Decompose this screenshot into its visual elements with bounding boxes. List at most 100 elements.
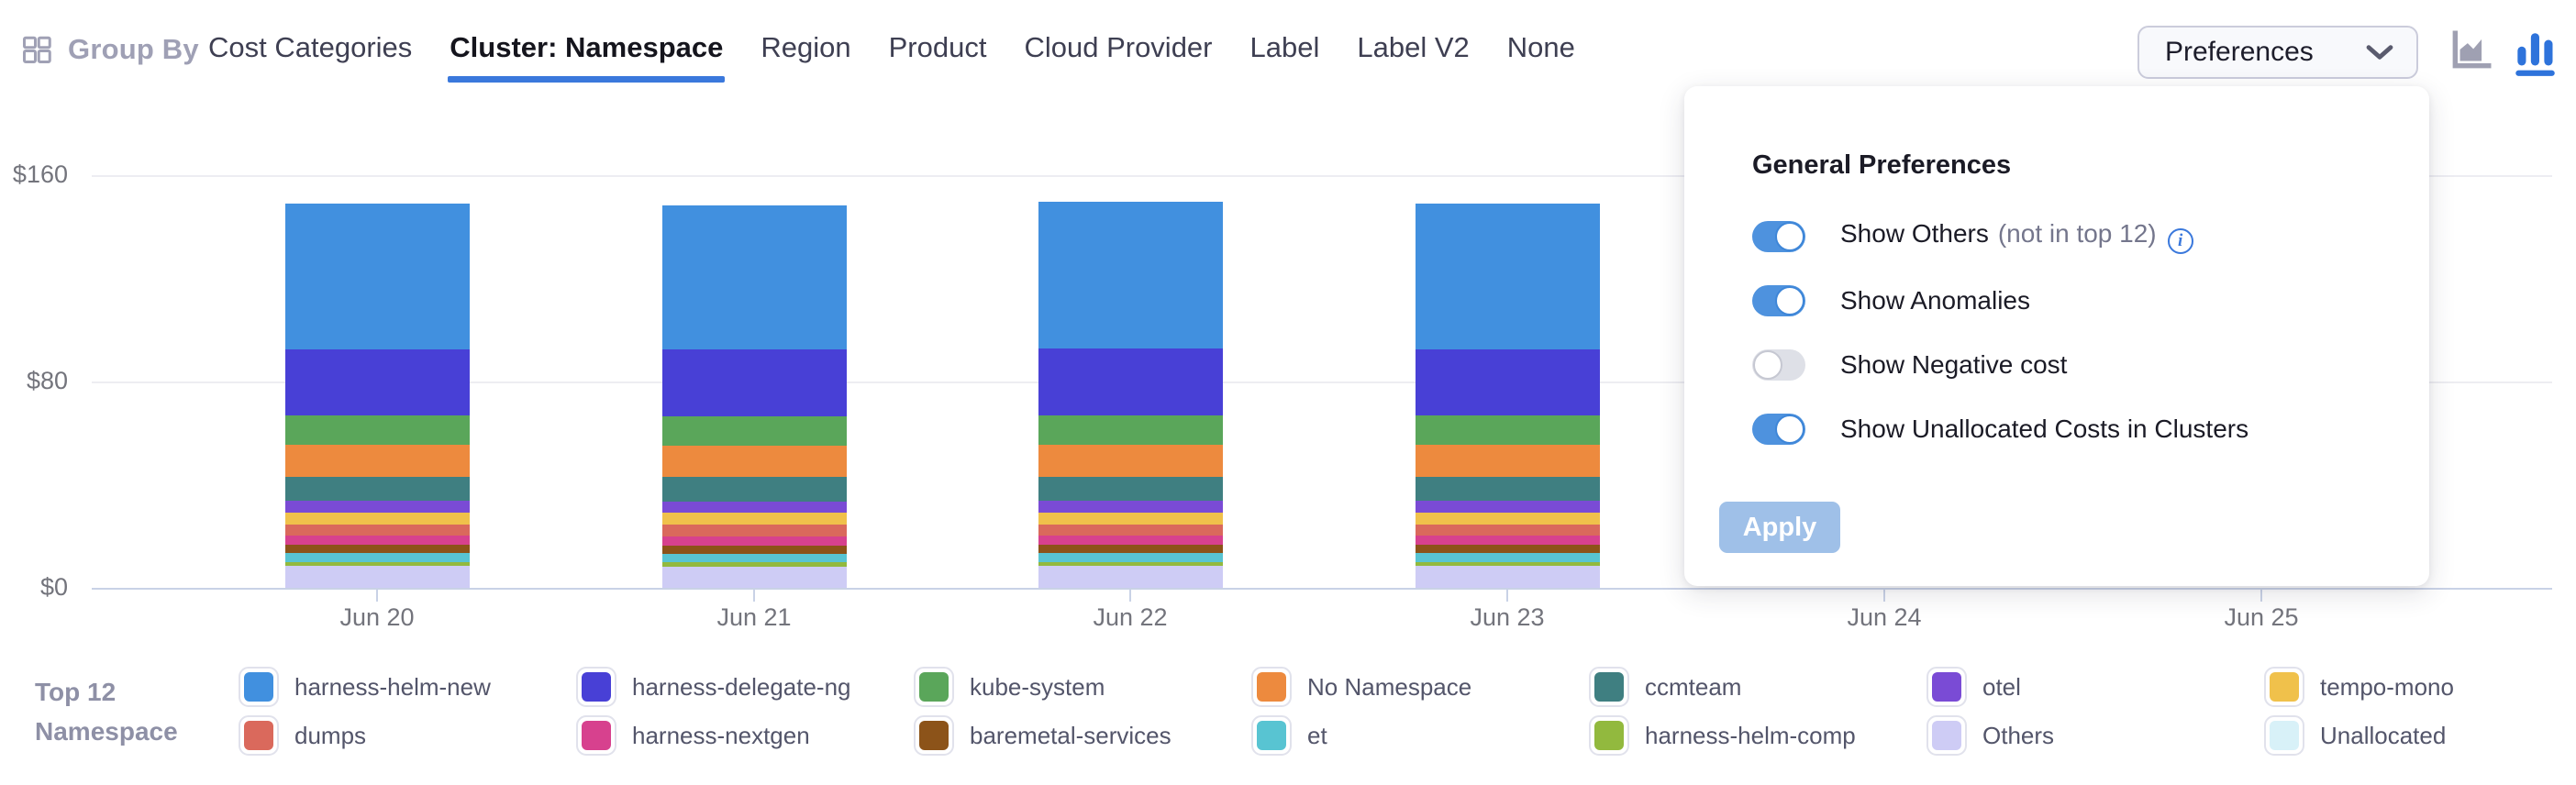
tab-none[interactable]: None — [1506, 31, 1575, 63]
bar-segment-baremetal-services[interactable] — [284, 545, 470, 554]
legend-swatch-color — [1594, 721, 1624, 750]
legend-swatch-color — [1257, 721, 1286, 750]
bar-segment-harness-nextgen[interactable] — [284, 535, 470, 546]
bar-segment-dumps[interactable] — [284, 524, 470, 536]
toggle-switch-on[interactable] — [1752, 285, 1805, 316]
bar-segment-ccmteam[interactable] — [1415, 477, 1600, 501]
toggle-label: Show Anomalies — [1840, 286, 2031, 315]
legend-item-unallocated[interactable]: Unallocated — [2264, 715, 2576, 756]
bar-segment-et[interactable] — [1415, 553, 1600, 562]
legend-item-tempo-mono[interactable]: tempo-mono — [2264, 667, 2576, 707]
bar-segment-harness-helm-new[interactable] — [284, 203, 470, 349]
bar-segment-kube-system[interactable] — [661, 415, 847, 446]
info-icon[interactable]: i — [2167, 228, 2193, 254]
bar-segment-harness-nextgen[interactable] — [1415, 535, 1600, 546]
chevron-down-icon — [2366, 45, 2393, 60]
preferences-toggle-list: Show Others (not in top 12) i Show Anomalie… — [1752, 205, 2429, 461]
bar-segment-baremetal-services[interactable] — [661, 545, 847, 554]
bar-segment-kube-system[interactable] — [284, 415, 470, 445]
tab-cluster-namespace[interactable]: Cluster: Namespace — [448, 31, 726, 83]
legend-swatch — [1589, 715, 1629, 756]
bar-segment-et[interactable] — [284, 553, 470, 562]
legend-item-others[interactable]: Others — [1926, 715, 2264, 756]
bar-segment-otel[interactable] — [284, 500, 470, 513]
tab-product[interactable]: Product — [888, 31, 987, 63]
tab-region[interactable]: Region — [761, 31, 851, 63]
bar-segment-harness-nextgen[interactable] — [661, 536, 847, 546]
bar-segment-dumps[interactable] — [661, 525, 847, 536]
bar-segment-harness-helm-comp[interactable] — [1038, 561, 1223, 567]
toggle-switch-on[interactable] — [1752, 221, 1805, 252]
apply-button[interactable]: Apply — [1719, 502, 1840, 553]
bar-segment-harness-helm-new[interactable] — [1415, 204, 1600, 349]
bar-segment-baremetal-services[interactable] — [1038, 545, 1223, 554]
legend-item-no-namespace[interactable]: No Namespace — [1251, 667, 1589, 707]
stacked-bar-jun-21[interactable] — [661, 205, 847, 588]
bar-segment-otel[interactable] — [1038, 500, 1223, 514]
area-chart-icon[interactable] — [2448, 28, 2493, 73]
legend-item-harness-helm-comp[interactable]: harness-helm-comp — [1589, 715, 1926, 756]
bar-segment-harness-delegate-ng[interactable] — [661, 349, 847, 416]
bar-segment-harness-delegate-ng[interactable] — [284, 348, 470, 416]
legend-item-ccmteam[interactable]: ccmteam — [1589, 667, 1926, 707]
legend-swatch — [914, 667, 954, 707]
bar-segment-others[interactable] — [1415, 566, 1600, 588]
legend-item-harness-helm-new[interactable]: harness-helm-new — [239, 667, 576, 707]
bar-segment-tempo-mono[interactable] — [1415, 513, 1600, 525]
bar-segment-no-namespace[interactable] — [1415, 445, 1600, 478]
tab-cost-categories[interactable]: Cost Categories — [208, 31, 413, 63]
bar-segment-kube-system[interactable] — [1038, 415, 1223, 445]
legend-item-otel[interactable]: otel — [1926, 667, 2264, 707]
bar-segment-harness-helm-comp[interactable] — [661, 562, 847, 567]
toggle-switch-off[interactable] — [1752, 349, 1805, 381]
bar-segment-dumps[interactable] — [1038, 525, 1223, 536]
legend-swatch-color — [582, 672, 611, 702]
bar-segment-no-namespace[interactable] — [1038, 444, 1223, 478]
bar-segment-others[interactable] — [284, 566, 470, 588]
bar-segment-harness-nextgen[interactable] — [1038, 536, 1223, 546]
bar-segment-harness-delegate-ng[interactable] — [1415, 348, 1600, 416]
x-axis-tick — [1506, 590, 1508, 602]
bar-segment-others[interactable] — [661, 566, 847, 588]
bar-segment-ccmteam[interactable] — [661, 477, 847, 502]
legend-label: Others — [1982, 721, 2055, 749]
bar-segment-harness-delegate-ng[interactable] — [1038, 348, 1223, 416]
bar-segment-ccmteam[interactable] — [284, 476, 470, 501]
bar-segment-et[interactable] — [661, 553, 847, 563]
bar-segment-harness-helm-new[interactable] — [1038, 202, 1223, 349]
legend-item-kube-system[interactable]: kube-system — [914, 667, 1251, 707]
stacked-bar-jun-20[interactable] — [284, 203, 470, 588]
bar-segment-no-namespace[interactable] — [284, 444, 470, 477]
bar-segment-ccmteam[interactable] — [1038, 477, 1223, 501]
bar-segment-harness-helm-new[interactable] — [661, 205, 847, 350]
bar-segment-harness-helm-comp[interactable] — [284, 561, 470, 567]
bar-segment-otel[interactable] — [1415, 500, 1600, 514]
toggle-switch-on[interactable] — [1752, 414, 1805, 445]
bar-chart-icon[interactable] — [2512, 28, 2558, 79]
bar-segment-tempo-mono[interactable] — [284, 512, 470, 525]
legend-label: Unallocated — [2320, 721, 2447, 749]
preferences-dropdown-button[interactable]: Preferences — [2137, 26, 2418, 79]
legend-item-harness-nextgen[interactable]: harness-nextgen — [576, 715, 914, 756]
bar-segment-no-namespace[interactable] — [661, 445, 847, 478]
bar-segment-otel[interactable] — [661, 501, 847, 514]
preference-row-show-unallocated-costs-in-clusters: Show Unallocated Costs in Clusters — [1752, 397, 2429, 461]
bar-segment-baremetal-services[interactable] — [1415, 545, 1600, 554]
bar-segment-dumps[interactable] — [1415, 524, 1600, 536]
tab-label[interactable]: Label — [1249, 31, 1320, 63]
legend-item-et[interactable]: et — [1251, 715, 1589, 756]
stacked-bar-jun-22[interactable] — [1038, 202, 1223, 588]
stacked-bar-jun-23[interactable] — [1415, 204, 1600, 588]
legend-label: baremetal-services — [970, 721, 1171, 749]
legend-item-baremetal-services[interactable]: baremetal-services — [914, 715, 1251, 756]
bar-segment-tempo-mono[interactable] — [661, 513, 847, 525]
bar-segment-harness-helm-comp[interactable] — [1415, 561, 1600, 567]
bar-segment-et[interactable] — [1038, 553, 1223, 562]
legend-item-harness-delegate-ng[interactable]: harness-delegate-ng — [576, 667, 914, 707]
bar-segment-tempo-mono[interactable] — [1038, 513, 1223, 525]
bar-segment-others[interactable] — [1038, 566, 1223, 588]
tab-cloud-provider[interactable]: Cloud Provider — [1024, 31, 1213, 63]
tab-label-v2[interactable]: Label V2 — [1357, 31, 1470, 63]
legend-item-dumps[interactable]: dumps — [239, 715, 576, 756]
bar-segment-kube-system[interactable] — [1415, 415, 1600, 446]
